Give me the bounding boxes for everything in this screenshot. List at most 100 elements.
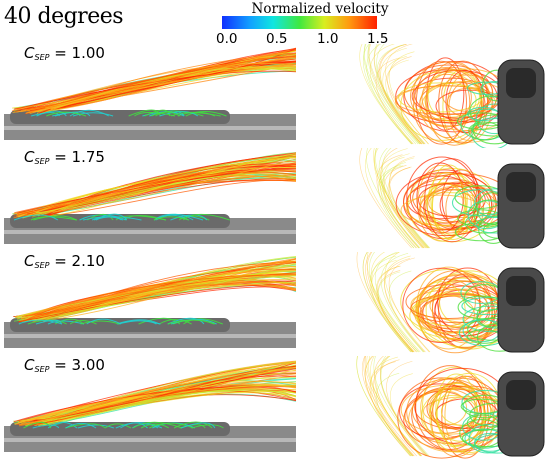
outer-streamline [378, 271, 413, 353]
streamline [43, 258, 296, 318]
colorbar-tick: 1.0 [317, 31, 339, 47]
outer-streamline [382, 56, 421, 145]
outer-streamline [356, 252, 413, 353]
outer-streamline [363, 356, 417, 457]
outer-streamline [366, 252, 421, 353]
outer-streamline [366, 356, 422, 457]
side-view-streamlines [4, 360, 296, 452]
outer-streamline [380, 148, 424, 249]
near-body-streamline [47, 320, 85, 325]
outer-streamline [362, 44, 413, 145]
case-row: CSEP = 2.10 [0, 252, 550, 356]
rail [4, 126, 296, 130]
near-body-streamline [191, 424, 224, 429]
streamline [25, 64, 296, 114]
near-body-streamline [18, 319, 63, 325]
outer-streamline [376, 265, 415, 353]
vortex-loop [402, 267, 481, 344]
case-row: CSEP = 1.75 [0, 148, 550, 252]
csep-subscript: SEP [34, 261, 50, 270]
outer-streamline [369, 44, 414, 145]
outer-streamline [364, 148, 414, 249]
outer-streamline [367, 44, 421, 145]
csep-value: = 1.75 [49, 148, 105, 166]
outer-streamline [386, 360, 428, 457]
csep-value: = 2.10 [49, 252, 105, 270]
near-body-streamline [134, 111, 176, 117]
case-row: CSEP = 3.00 [0, 356, 550, 460]
near-body-streamline [47, 421, 78, 429]
outer-streamline [373, 356, 427, 457]
near-body-streamline [151, 111, 180, 117]
outer-streamline [388, 270, 425, 353]
rail [4, 438, 296, 442]
train-body-side [10, 214, 230, 228]
near-body-streamline [159, 111, 199, 117]
vortex-loop [438, 60, 489, 144]
outer-streamline [379, 156, 419, 249]
outer-streamline [356, 356, 412, 457]
case-row: CSEP = 1.00 [0, 44, 550, 148]
train-windshield [506, 172, 536, 202]
outer-streamline [372, 359, 415, 457]
streamline [48, 158, 296, 213]
train-windshield [506, 276, 536, 306]
outer-streamline [384, 252, 431, 353]
streamline [15, 279, 296, 318]
near-body-streamline [180, 422, 216, 429]
outer-streamline [364, 356, 421, 457]
near-body-streamline [65, 422, 97, 429]
near-body-streamline [149, 422, 194, 429]
near-body-streamline [69, 109, 110, 117]
streamline [18, 284, 296, 323]
near-body-streamline [167, 319, 216, 325]
outer-streamline [366, 148, 421, 249]
outer-streamline [368, 44, 424, 145]
near-body-streamline [35, 319, 62, 325]
streamline [43, 178, 296, 217]
near-body-streamline [140, 423, 170, 429]
outer-streamline [356, 356, 412, 457]
outer-streamline [389, 157, 429, 249]
outer-streamline [379, 44, 423, 145]
streamline [32, 281, 296, 318]
near-body-streamline [33, 215, 77, 221]
outer-streamline [371, 252, 415, 353]
outer-streamline [370, 356, 414, 457]
streamline [49, 163, 296, 213]
csep-label: CSEP = 1.75 [24, 148, 105, 166]
rail [4, 334, 296, 338]
near-body-streamline [171, 112, 221, 117]
near-body-streamline [54, 111, 91, 117]
outer-streamline [361, 356, 414, 457]
streamline [38, 179, 296, 218]
near-body-streamline [46, 111, 87, 117]
outer-streamline [380, 252, 424, 353]
outer-streamline [371, 259, 411, 353]
near-body-streamline [72, 112, 114, 117]
streamline [13, 171, 296, 217]
near-body-streamline [77, 424, 115, 429]
outer-streamline [359, 44, 412, 145]
outer-streamline [374, 356, 422, 457]
outer-streamline [375, 148, 430, 249]
near-body-streamline [132, 421, 183, 429]
streamline [26, 283, 296, 317]
streamline [31, 278, 296, 321]
colorbar-tick: 1.5 [367, 31, 389, 47]
streamline [47, 389, 296, 424]
outer-streamline [376, 154, 417, 249]
train-windshield [506, 68, 536, 98]
near-body-streamline [185, 110, 227, 117]
outer-streamline [374, 252, 419, 353]
streamline [13, 386, 296, 423]
outer-streamline [363, 44, 419, 145]
streamline [40, 167, 296, 213]
outer-streamline [377, 270, 413, 353]
outer-streamline [364, 356, 414, 457]
outer-streamline [364, 356, 413, 457]
streamline [27, 367, 296, 422]
side-view-streamlines [4, 47, 296, 140]
colorbar-tick: 0.5 [266, 31, 288, 47]
vortex-loop [428, 390, 468, 426]
